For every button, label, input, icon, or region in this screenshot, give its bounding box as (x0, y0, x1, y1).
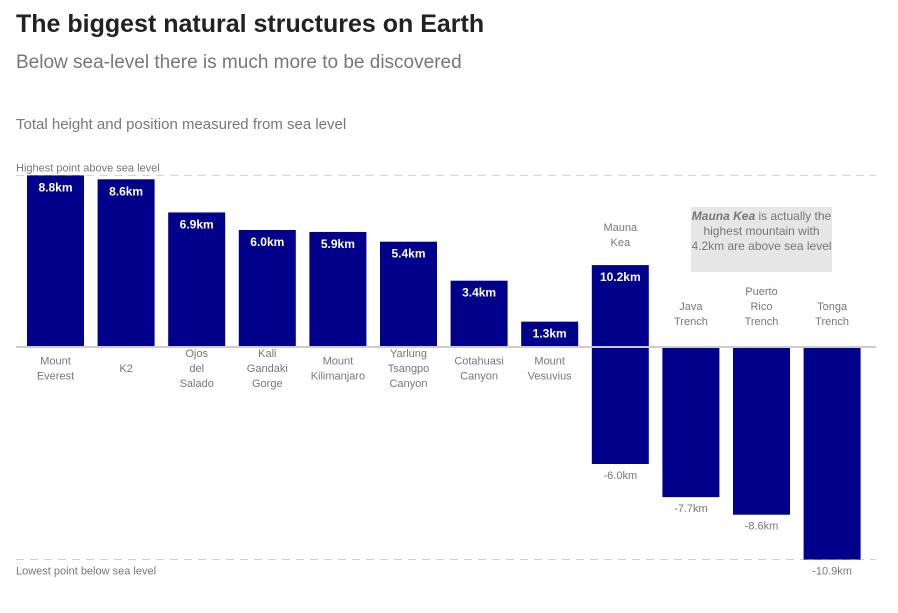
category-label: Trench (815, 316, 849, 328)
data-label: 5.9km (321, 237, 355, 251)
category-label: K2 (119, 363, 132, 375)
category-label: Tonga (817, 301, 848, 313)
bar (662, 347, 720, 498)
category-label: Everest (37, 371, 74, 383)
bar (591, 265, 649, 464)
category-label: Mauna (603, 222, 638, 234)
category-label: Gandaki (247, 363, 288, 375)
data-label: 1.3km (533, 327, 567, 341)
category-label: Gorge (252, 378, 283, 390)
category-label: del (189, 363, 204, 375)
category-label: Mount (323, 356, 354, 368)
bar (27, 175, 84, 347)
chart-title: The biggest natural structures on Earth (16, 10, 485, 38)
category-label: Yarlung (390, 348, 427, 360)
category-label: Kea (611, 237, 631, 249)
category-label: Java (679, 301, 703, 313)
reference-label: Lowest point below sea level (16, 566, 156, 578)
reference-label: Highest point above sea level (16, 162, 160, 174)
category-label: Tsangpo (388, 363, 430, 375)
category-label: Canyon (390, 378, 428, 390)
chart-subtitle: Below sea-level there is much more to be… (16, 52, 462, 73)
category-label: Trench (745, 316, 779, 328)
bar (803, 347, 861, 560)
bar (309, 231, 367, 347)
bar (97, 179, 155, 347)
category-label: Kilimanjaro (311, 371, 365, 383)
category-label: Rico (750, 301, 772, 313)
bar (450, 280, 508, 347)
category-label: Kali (258, 348, 276, 360)
data-label: 10.2km (600, 270, 641, 284)
category-label: Mount (534, 356, 565, 368)
data-label: -10.9km (812, 566, 852, 578)
bar (168, 212, 226, 347)
bar (733, 347, 790, 515)
data-label: -6.0km (603, 470, 637, 482)
category-label: Puerto (745, 286, 777, 298)
data-label: 5.4km (391, 247, 425, 261)
category-label: Vesuvius (528, 371, 573, 383)
data-label: -8.6km (745, 521, 779, 533)
category-label: Ojos (185, 348, 208, 360)
data-label: 6.0km (250, 235, 284, 249)
annotation-bold: Mauna Kea (691, 209, 756, 223)
bar (238, 230, 296, 347)
bar (380, 241, 437, 347)
category-label: Cotahuasi (454, 356, 504, 368)
bar (521, 321, 579, 347)
category-label: Mount (40, 356, 71, 368)
annotation-text: is actually the highest mountain with 4.… (691, 209, 832, 253)
category-label: Salado (180, 378, 214, 390)
data-label: 3.4km (462, 286, 496, 300)
data-label: 6.9km (180, 217, 214, 231)
data-label: 8.8km (38, 180, 72, 194)
data-label: 8.6km (109, 184, 143, 198)
category-label: Trench (674, 316, 708, 328)
chart-note: Total height and position measured from … (16, 116, 347, 133)
category-label: Canyon (460, 371, 498, 383)
annotation-box: Mauna Kea is actually the highest mounta… (691, 207, 832, 272)
data-label: -7.7km (674, 503, 708, 515)
